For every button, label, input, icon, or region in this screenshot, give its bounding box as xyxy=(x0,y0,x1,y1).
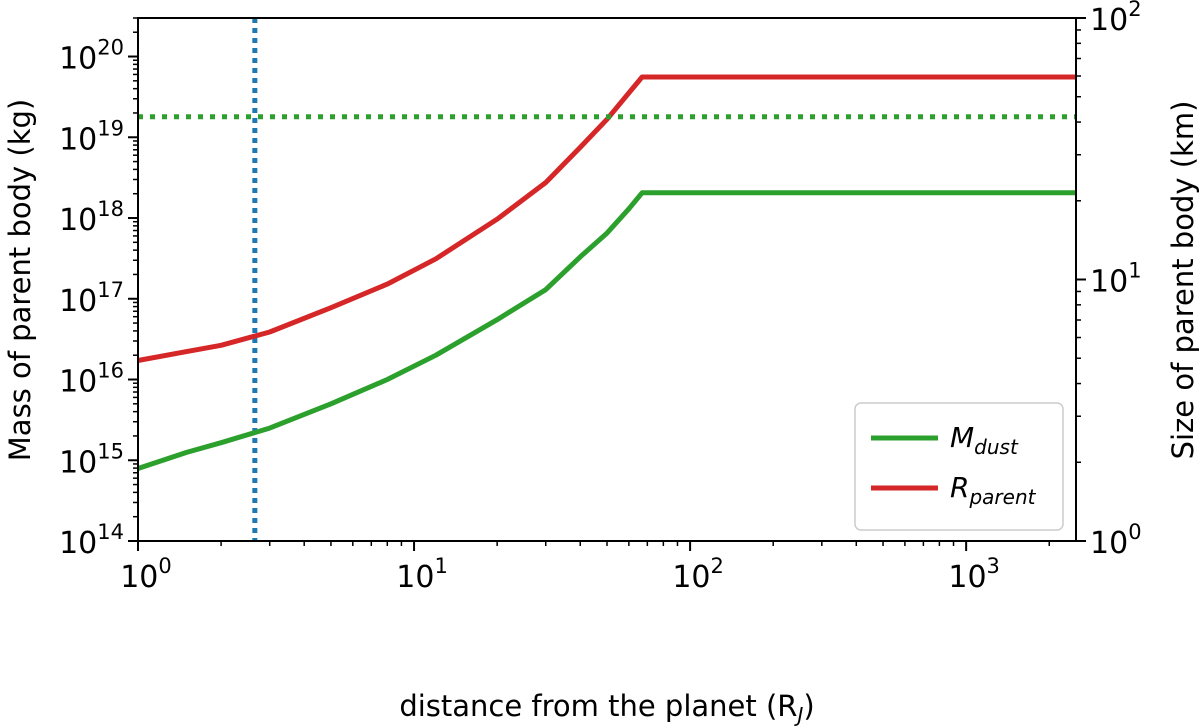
x-axis-label: distance from the planet (RJ) xyxy=(399,689,814,727)
legend-entry-m-dust-sub: dust xyxy=(974,435,1019,459)
y-axis-right-label: Size of parent body (km) xyxy=(1166,101,1200,460)
x-axis-label-sub: J xyxy=(793,703,803,727)
y-right-tick-label: 101 xyxy=(1090,259,1142,300)
x-tick-label: 102 xyxy=(672,554,724,595)
legend-entry-r-parent-sub: parent xyxy=(968,485,1036,509)
legend: Mdust Rparent xyxy=(854,402,1064,531)
y-left-tick-label: 1017 xyxy=(59,278,124,319)
y-left-tick-label: 1018 xyxy=(59,197,124,238)
legend-entry-r-parent: Rparent xyxy=(950,471,1037,509)
legend-entry-m-dust: Mdust xyxy=(950,421,1019,459)
y-axis-left-label: Mass of parent body (kg) xyxy=(3,99,37,461)
r-parent-line xyxy=(137,74,1076,363)
y-left-tick-label: 1014 xyxy=(59,520,124,561)
y-left-tick-label: 1020 xyxy=(59,36,124,77)
x-tick-label: 100 xyxy=(120,554,172,595)
x-tick-label: 101 xyxy=(396,554,448,595)
m-dust-line xyxy=(137,190,1076,471)
y-left-tick-label: 1016 xyxy=(59,359,124,400)
y-left-tick-label: 1019 xyxy=(59,116,124,157)
y-left-tick-label: 1015 xyxy=(59,439,124,480)
y-right-tick-label: 100 xyxy=(1090,520,1142,561)
legend-box xyxy=(854,402,1064,531)
x-tick-label: 103 xyxy=(948,554,1000,595)
y-right-tick-label: 102 xyxy=(1090,0,1142,38)
ticks: 100 101 102 103 1014 1015 1016 1017 1018 1019 1020… xyxy=(59,0,1141,595)
x-axis-label-end: ) xyxy=(803,689,814,723)
plot-content xyxy=(137,18,1076,541)
